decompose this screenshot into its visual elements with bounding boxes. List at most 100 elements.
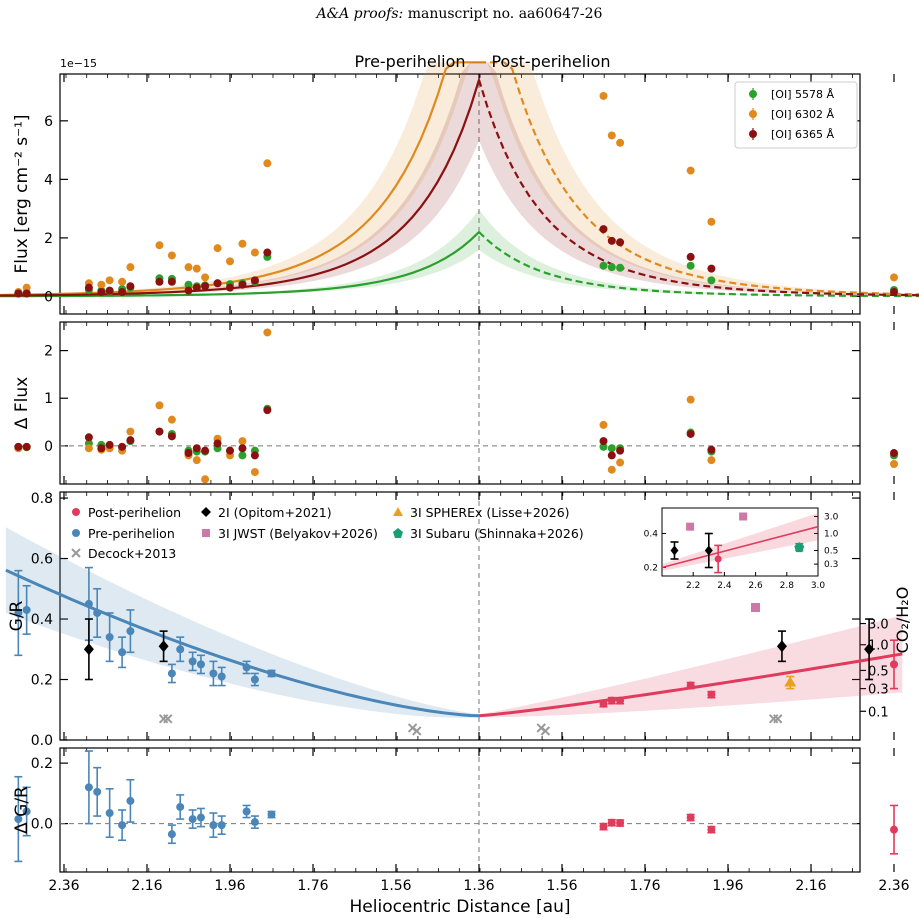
residual-point-post: [607, 465, 616, 474]
inset-x-tick-label: 2.6: [748, 581, 763, 591]
flux-point-pre: [97, 280, 106, 289]
inset-x-tick-label: 2.2: [686, 581, 700, 591]
residual-point-post: [890, 459, 898, 468]
gr-point-pre: [176, 645, 185, 654]
residual-point-pre: [167, 415, 176, 424]
gr-point-pre: [22, 605, 31, 614]
gr-legend-marker: [202, 529, 210, 537]
flux-model-line: [0, 231, 480, 298]
dgr-point-post: [599, 822, 608, 831]
flux-point-post: [890, 288, 898, 297]
residual-point-pre: [263, 406, 272, 415]
residual-point-post: [616, 446, 625, 455]
decock-cross: [412, 726, 422, 736]
residual-point-post: [599, 420, 608, 429]
y-tick-label: 0: [44, 439, 53, 455]
gr-legend-marker: [71, 548, 81, 558]
flux-model-line: [479, 61, 919, 296]
residual-point-pre: [213, 439, 222, 448]
flux-point-pre: [213, 244, 222, 253]
flux-point-post: [890, 273, 898, 282]
gr-legend-marker: [201, 507, 211, 517]
flux-point-pre: [201, 282, 210, 291]
dgr-point-pre: [14, 815, 23, 824]
inset-diamond: [704, 545, 713, 556]
gr-legend-marker: [393, 507, 403, 516]
dgr-point-post: [707, 825, 716, 834]
flux-point-pre: [250, 276, 259, 285]
right-y-tick-label: 0.5: [868, 664, 889, 679]
y-axis-title: Flux [erg cm⁻² s⁻¹]: [12, 114, 32, 273]
residual-point-pre: [84, 433, 93, 442]
inset-model-line: [661, 525, 819, 569]
residual-point-pre: [184, 449, 193, 458]
x-tick-label: 1.96: [214, 878, 245, 894]
flux-point-post: [599, 261, 608, 270]
inset-y-tick-label: 0.2: [644, 564, 658, 574]
x-tick-label: 1.96: [712, 878, 743, 894]
flux-point-pre: [84, 283, 93, 292]
y-tick-label: 6: [44, 114, 53, 130]
gr-legend-label: 2I (Opitom+2021): [218, 505, 332, 520]
residual-point-pre: [126, 436, 135, 445]
gr-legend-label: Pre-perihelion: [88, 526, 175, 541]
inset-subaru-marker: [794, 542, 805, 553]
flux-point-pre: [250, 248, 259, 257]
dgr-point-pre: [242, 807, 251, 816]
y-tick-label: 0: [44, 289, 53, 305]
flux-model-line: [0, 61, 479, 297]
residual-point-pre: [155, 401, 164, 410]
residual-point-pre: [14, 442, 23, 451]
right-y-tick-label: 0.1: [868, 705, 889, 720]
flux-point-pre: [201, 273, 210, 282]
y-axis-title: Δ Flux: [12, 377, 32, 429]
gr-point-pre: [217, 672, 226, 681]
residual-point-pre: [22, 442, 31, 451]
flux-point-pre: [22, 283, 31, 292]
dgr-point-pre: [22, 807, 31, 816]
dgr-point-pre: [84, 783, 93, 792]
residual-point-pre: [167, 432, 176, 441]
inset-x-tick-label: 2.8: [780, 581, 795, 591]
inset-right-tick-label: 1.0: [824, 530, 839, 540]
x-tick-label: 1.56: [380, 878, 411, 894]
flux-point-post: [686, 166, 695, 175]
dgr-point-pre: [217, 821, 226, 830]
inset-diamond: [670, 545, 679, 556]
opitom-diamond: [776, 640, 787, 653]
dgr-point-pre: [188, 815, 197, 824]
gr-point-post: [707, 690, 716, 699]
gr-point-pre: [242, 663, 251, 672]
flux-point-post: [599, 91, 608, 100]
flux-point-pre: [184, 286, 193, 295]
dgr-point-pre: [176, 802, 185, 811]
y-scale-label: 1e−15: [60, 57, 97, 70]
gr-point-pre: [267, 669, 276, 678]
residual-point-pre: [238, 451, 247, 460]
right-y-tick-label: 0.3: [868, 683, 889, 698]
residual-point-pre: [263, 328, 272, 337]
legend-label: [OI] 5578 Å: [771, 88, 834, 101]
flux-legend: [734, 81, 858, 149]
page-header: A&A proofs: manuscript no. aa60647-26: [0, 6, 919, 22]
decock-cross: [540, 726, 551, 736]
x-tick-label: 1.76: [629, 878, 660, 894]
residual-point-pre: [250, 451, 259, 460]
inset-x-tick-label: 3.0: [811, 581, 826, 591]
gr-point-pre: [126, 627, 135, 636]
flux-point-post: [607, 263, 616, 272]
residual-point-post: [616, 458, 625, 467]
y-tick-label: 0.2: [31, 756, 53, 772]
dgr-point-post: [686, 813, 695, 822]
residual-point-pre: [155, 427, 164, 436]
y-tick-label: 0.6: [31, 552, 53, 568]
residual-point-post: [686, 395, 695, 404]
residual-point-pre: [192, 456, 201, 465]
gr-legend-label: 3I SPHEREx (Lisse+2026): [410, 505, 570, 520]
dgr-point-pre: [167, 830, 176, 839]
flux-point-pre: [155, 241, 164, 250]
inset-point: [714, 555, 722, 563]
flux-point-post: [686, 261, 695, 270]
flux-point-pre: [263, 159, 272, 168]
